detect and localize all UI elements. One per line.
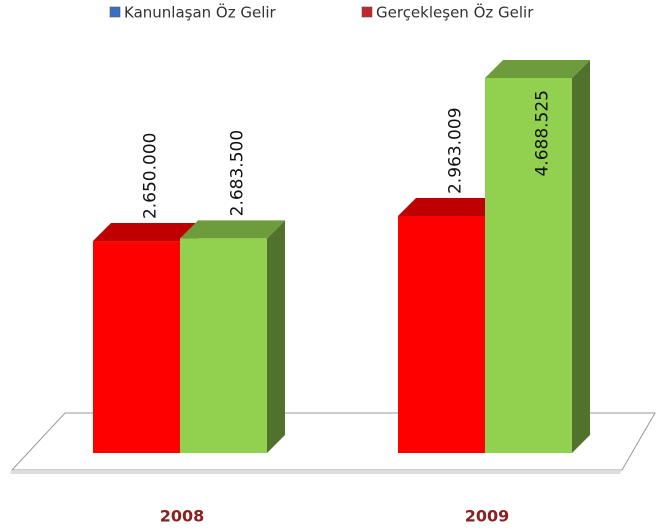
value-label: 2.963.009 xyxy=(446,107,466,194)
legend-swatch xyxy=(109,6,121,18)
value-label: 4.688.525 xyxy=(533,90,553,177)
bar xyxy=(485,78,572,453)
bar-top xyxy=(485,60,590,78)
bar xyxy=(93,241,180,453)
bar-top xyxy=(180,220,285,239)
bar-top xyxy=(398,198,503,217)
legend-label: Gerçekleşen Öz Gelir xyxy=(376,3,534,22)
bar-top xyxy=(93,223,198,242)
bar-side xyxy=(267,220,285,453)
bar xyxy=(398,216,485,453)
bar xyxy=(180,238,267,453)
floor-edge xyxy=(10,470,622,474)
legend-swatch xyxy=(361,6,373,18)
x-tick-label: 2008 xyxy=(160,507,205,526)
value-label: 2.650.000 xyxy=(141,133,161,220)
legend-label: Kanunlaşan Öz Gelir xyxy=(124,3,277,22)
x-tick-label: 2009 xyxy=(465,507,510,526)
value-label: 2.683.500 xyxy=(228,130,248,217)
bar-side xyxy=(572,60,590,453)
